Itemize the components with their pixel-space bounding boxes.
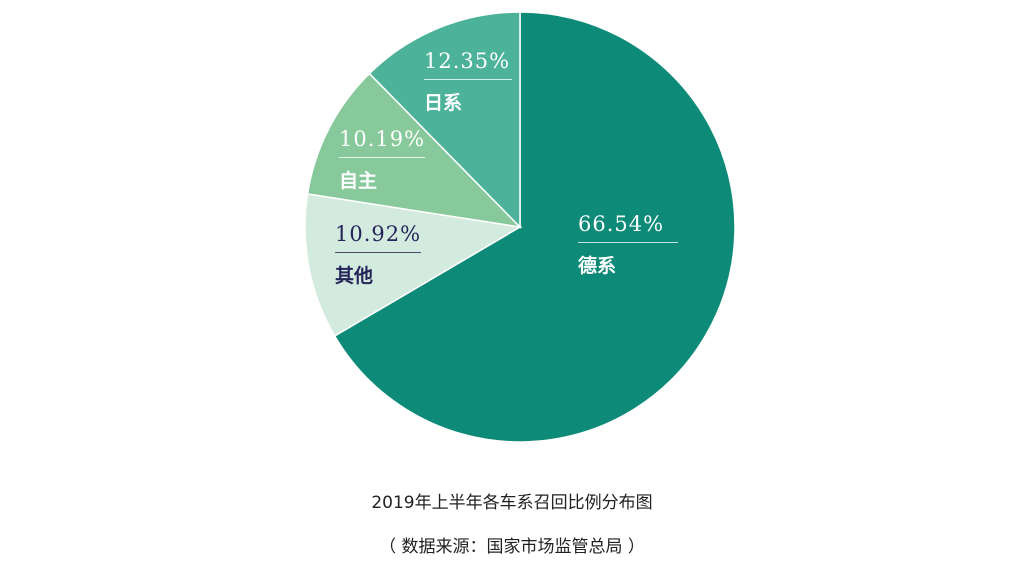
pie-slice-1	[304, 193, 523, 338]
label-domestic: 10.19% 自主	[339, 127, 425, 193]
label-japanese: 12.35% 日系	[424, 49, 512, 115]
slice-value: 10.19%	[339, 127, 425, 158]
slice-label: 自主	[339, 170, 378, 192]
chart-title: 2019年上半年各车系召回比例分布图	[371, 493, 653, 513]
pie-slice-3	[368, 11, 521, 229]
slice-label: 德系	[578, 255, 617, 277]
pie-slice-0	[333, 11, 736, 443]
slice-value: 66.54%	[578, 212, 678, 243]
pie-chart	[304, 11, 736, 443]
slice-value: 12.35%	[424, 49, 512, 80]
label-deji: 66.54% 德系	[578, 212, 678, 278]
label-other: 10.92% 其他	[335, 222, 421, 288]
slice-value: 10.92%	[335, 222, 421, 253]
slice-label: 其他	[335, 265, 374, 287]
pie-slice-2	[306, 72, 523, 229]
chart-source: （ 数据来源：国家市场监管总局 ）	[379, 537, 645, 557]
slice-label: 日系	[424, 92, 463, 114]
